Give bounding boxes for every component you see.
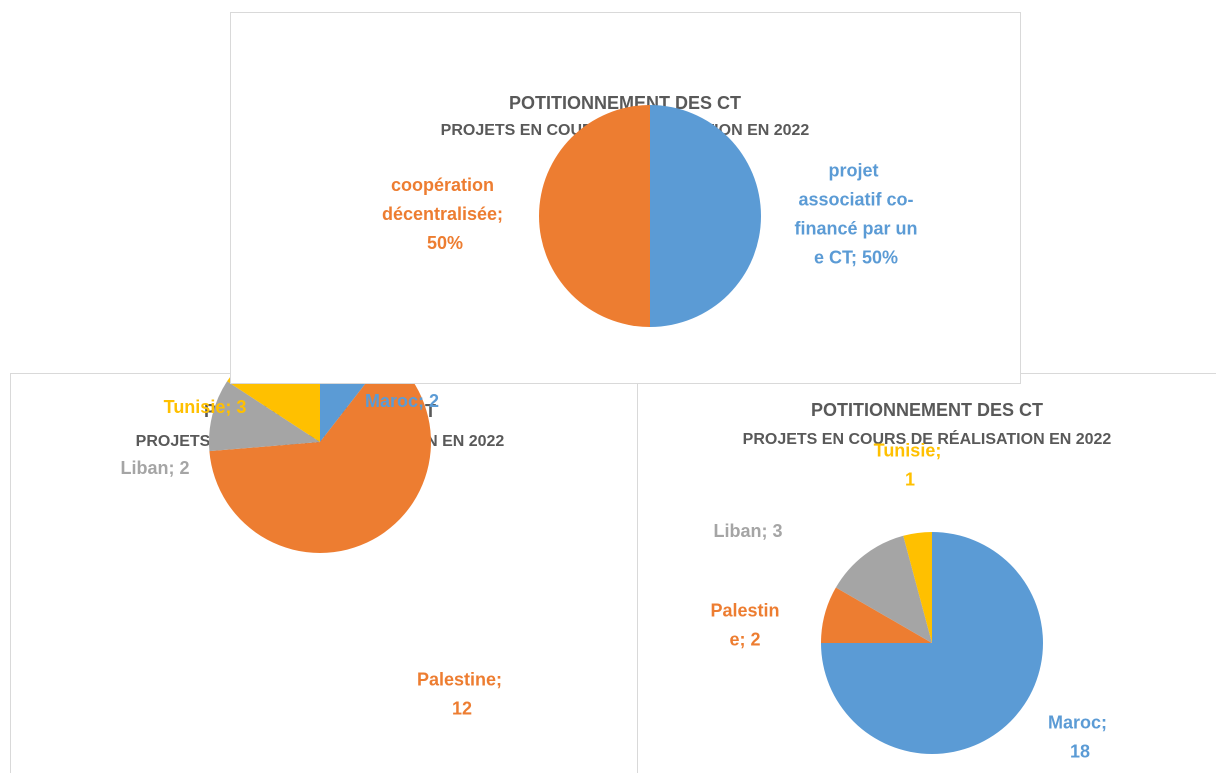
data-label: Tunisie; 3 xyxy=(164,397,247,417)
data-label: Maroc; 2 xyxy=(365,391,439,411)
pie-slice xyxy=(835,535,932,643)
chart: POTITIONNEMENT DES CT PROJETS EN COURS DE… xyxy=(637,373,1216,773)
data-label: Palestin e; 2 xyxy=(710,600,779,649)
chart-title: POTITIONNEMENT DES CT xyxy=(509,93,741,113)
data-label: Liban; 2 xyxy=(120,458,189,478)
data-label: coopération décentralisée; 50% xyxy=(382,175,508,253)
data-label: projet associatif co-financé par un e CT;… xyxy=(794,160,917,267)
data-label: Maroc; 18 xyxy=(1048,712,1112,761)
data-label: Palestine; 12 xyxy=(417,669,507,718)
data-label: Tunisie; 1 xyxy=(874,440,947,489)
pie-slice xyxy=(903,532,932,643)
chart-title: POTITIONNEMENT DES CT xyxy=(811,400,1043,420)
pie-slice xyxy=(821,587,932,643)
data-label: Liban; 3 xyxy=(713,521,782,541)
pie-slice xyxy=(650,105,761,327)
pie-slice xyxy=(209,354,432,553)
pie-slice xyxy=(539,105,650,327)
chart-subtitle: PROJETS EN COURS DE RÉALISATION EN 2022 xyxy=(743,429,1112,448)
pie-slice xyxy=(209,381,320,452)
